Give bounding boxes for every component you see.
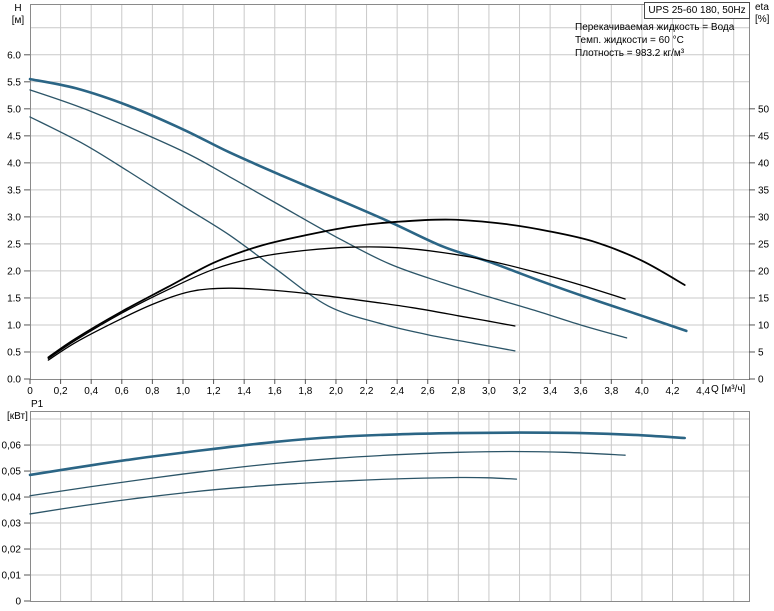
y-left-tick-label: 5.0 [7, 104, 21, 115]
y-left-tick-label: 0,04 [2, 493, 22, 504]
y-right-tick-label: 15 [758, 293, 770, 304]
x-tick-label: 2,6 [421, 386, 435, 397]
head-axis-label: H [м] [6, 3, 30, 27]
y-left-tick-label: 1.0 [7, 320, 21, 331]
x-tick-label: 3,0 [482, 386, 496, 397]
x-tick-label: 2,8 [451, 386, 465, 397]
fluid-info-block: Перекачиваемая жидкость = Вода Темп. жид… [575, 21, 734, 60]
y-left-tick-label: 0.0 [7, 375, 21, 386]
efficiency-axis-unit: [%] [755, 14, 770, 25]
power-axis-symbol: P1 [31, 399, 44, 410]
y-left-tick-label: 2.0 [7, 266, 21, 277]
y-left-tick-label: 3.5 [7, 185, 21, 196]
power-curve-speed-2 [29, 450, 626, 497]
plot-frame [30, 4, 750, 380]
power-chart: 0,06 0,05 0,04 0,03 0,02 0,01 0 [2, 411, 750, 608]
y-left-tick-label: 4.5 [7, 131, 21, 142]
x-tick-label: 0,4 [84, 386, 98, 397]
x-tick-label: 0,8 [145, 386, 159, 397]
y-left-tick-label: 0.5 [7, 347, 21, 358]
pump-model-title-box: UPS 25-60 180, 50Hz [644, 2, 750, 19]
hq-eta-chart: 6.0 5.5 5.0 4.5 4.0 3.5 3.0 2.5 2.0 1.5 1.0 0.5 0.0 5… [7, 4, 770, 397]
x-tick-label: 3,8 [604, 386, 618, 397]
y-left-tick-label: 5.5 [7, 77, 21, 88]
fluid-info-line: Плотность = 983.2 кг/м³ [575, 48, 685, 59]
y-right-tick-label: 25 [758, 239, 770, 250]
y-right-tick-label: 5 [758, 347, 764, 358]
plot-frame [30, 411, 750, 602]
y-left-tick-label: 1.5 [7, 293, 21, 304]
head-curve-speed-1 [29, 116, 516, 352]
y-left-tick-label: 2.5 [7, 239, 21, 250]
x-tick-label: 4,0 [635, 386, 649, 397]
efficiency-axis-label: eta [%] [755, 2, 769, 26]
y-left-tick-label: 0 [15, 597, 21, 608]
y-left-tick-label: 0,02 [2, 545, 22, 556]
head-axis-symbol: H [14, 3, 22, 14]
x-tick-label: 0,6 [115, 386, 129, 397]
x-tick-label: 2,2 [360, 386, 374, 397]
head-curve-speed-3 [28, 77, 688, 333]
x-tick-label: 3,2 [513, 386, 527, 397]
power-curve-speed-3 [28, 431, 686, 477]
pump-model-title: UPS 25-60 180, 50Hz [648, 5, 746, 16]
x-tick-label: 1,6 [268, 386, 282, 397]
x-tick-label: 0,2 [54, 386, 68, 397]
x-tick-label: 4,4 [696, 386, 710, 397]
efficiency-curve-speed-2 [47, 246, 626, 360]
y-right-tick-label: 45 [758, 131, 770, 142]
x-tick-label: 2,4 [390, 386, 404, 397]
x-tick-label: 1,2 [207, 386, 221, 397]
x-tick-label: 3,4 [543, 386, 557, 397]
x-tick-label: 4,2 [666, 386, 680, 397]
y-right-tick-label: 30 [758, 212, 770, 223]
y-left-tick-label: 4.0 [7, 158, 21, 169]
power-axis-unit: [кВт] [7, 411, 28, 422]
fluid-info-line: Перекачиваемая жидкость = Вода [575, 22, 735, 33]
x-tick-label: 3,6 [574, 386, 588, 397]
flow-axis-label: Q [м³/ч] [711, 384, 746, 395]
efficiency-axis-symbol: eta [755, 2, 769, 13]
y-left-tick-label: 0,05 [2, 467, 22, 478]
x-tick-label: 1,0 [176, 386, 190, 397]
x-tick-label: 1,8 [298, 386, 312, 397]
fluid-info-line: Темп. жидкости = 60 °C [575, 35, 684, 46]
efficiency-curve-speed-3 [47, 218, 686, 359]
y-right-tick-label: 35 [758, 185, 770, 196]
y-right-tick-label: 50 [758, 104, 770, 115]
x-tick-label: 0 [27, 386, 33, 397]
y-left-tick-label: 6.0 [7, 50, 21, 61]
x-tick-label: 2,0 [329, 386, 343, 397]
y-left-tick-label: 0,06 [2, 441, 22, 452]
y-left-tick-label: 0,01 [2, 571, 22, 582]
head-curve-speed-2 [29, 89, 628, 339]
power-curve-speed-1 [29, 476, 518, 515]
y-right-tick-label: 40 [758, 158, 770, 169]
y-left-tick-label: 3.0 [7, 212, 21, 223]
y-right-tick-label: 0 [758, 375, 764, 386]
head-axis-unit: [м] [11, 15, 25, 26]
y-right-tick-label: 20 [758, 266, 770, 277]
y-right-tick-label: 10 [758, 320, 770, 331]
y-left-tick-label: 0,03 [2, 519, 22, 530]
efficiency-curve-speed-1 [47, 287, 516, 361]
x-tick-label: 1,4 [237, 386, 251, 397]
